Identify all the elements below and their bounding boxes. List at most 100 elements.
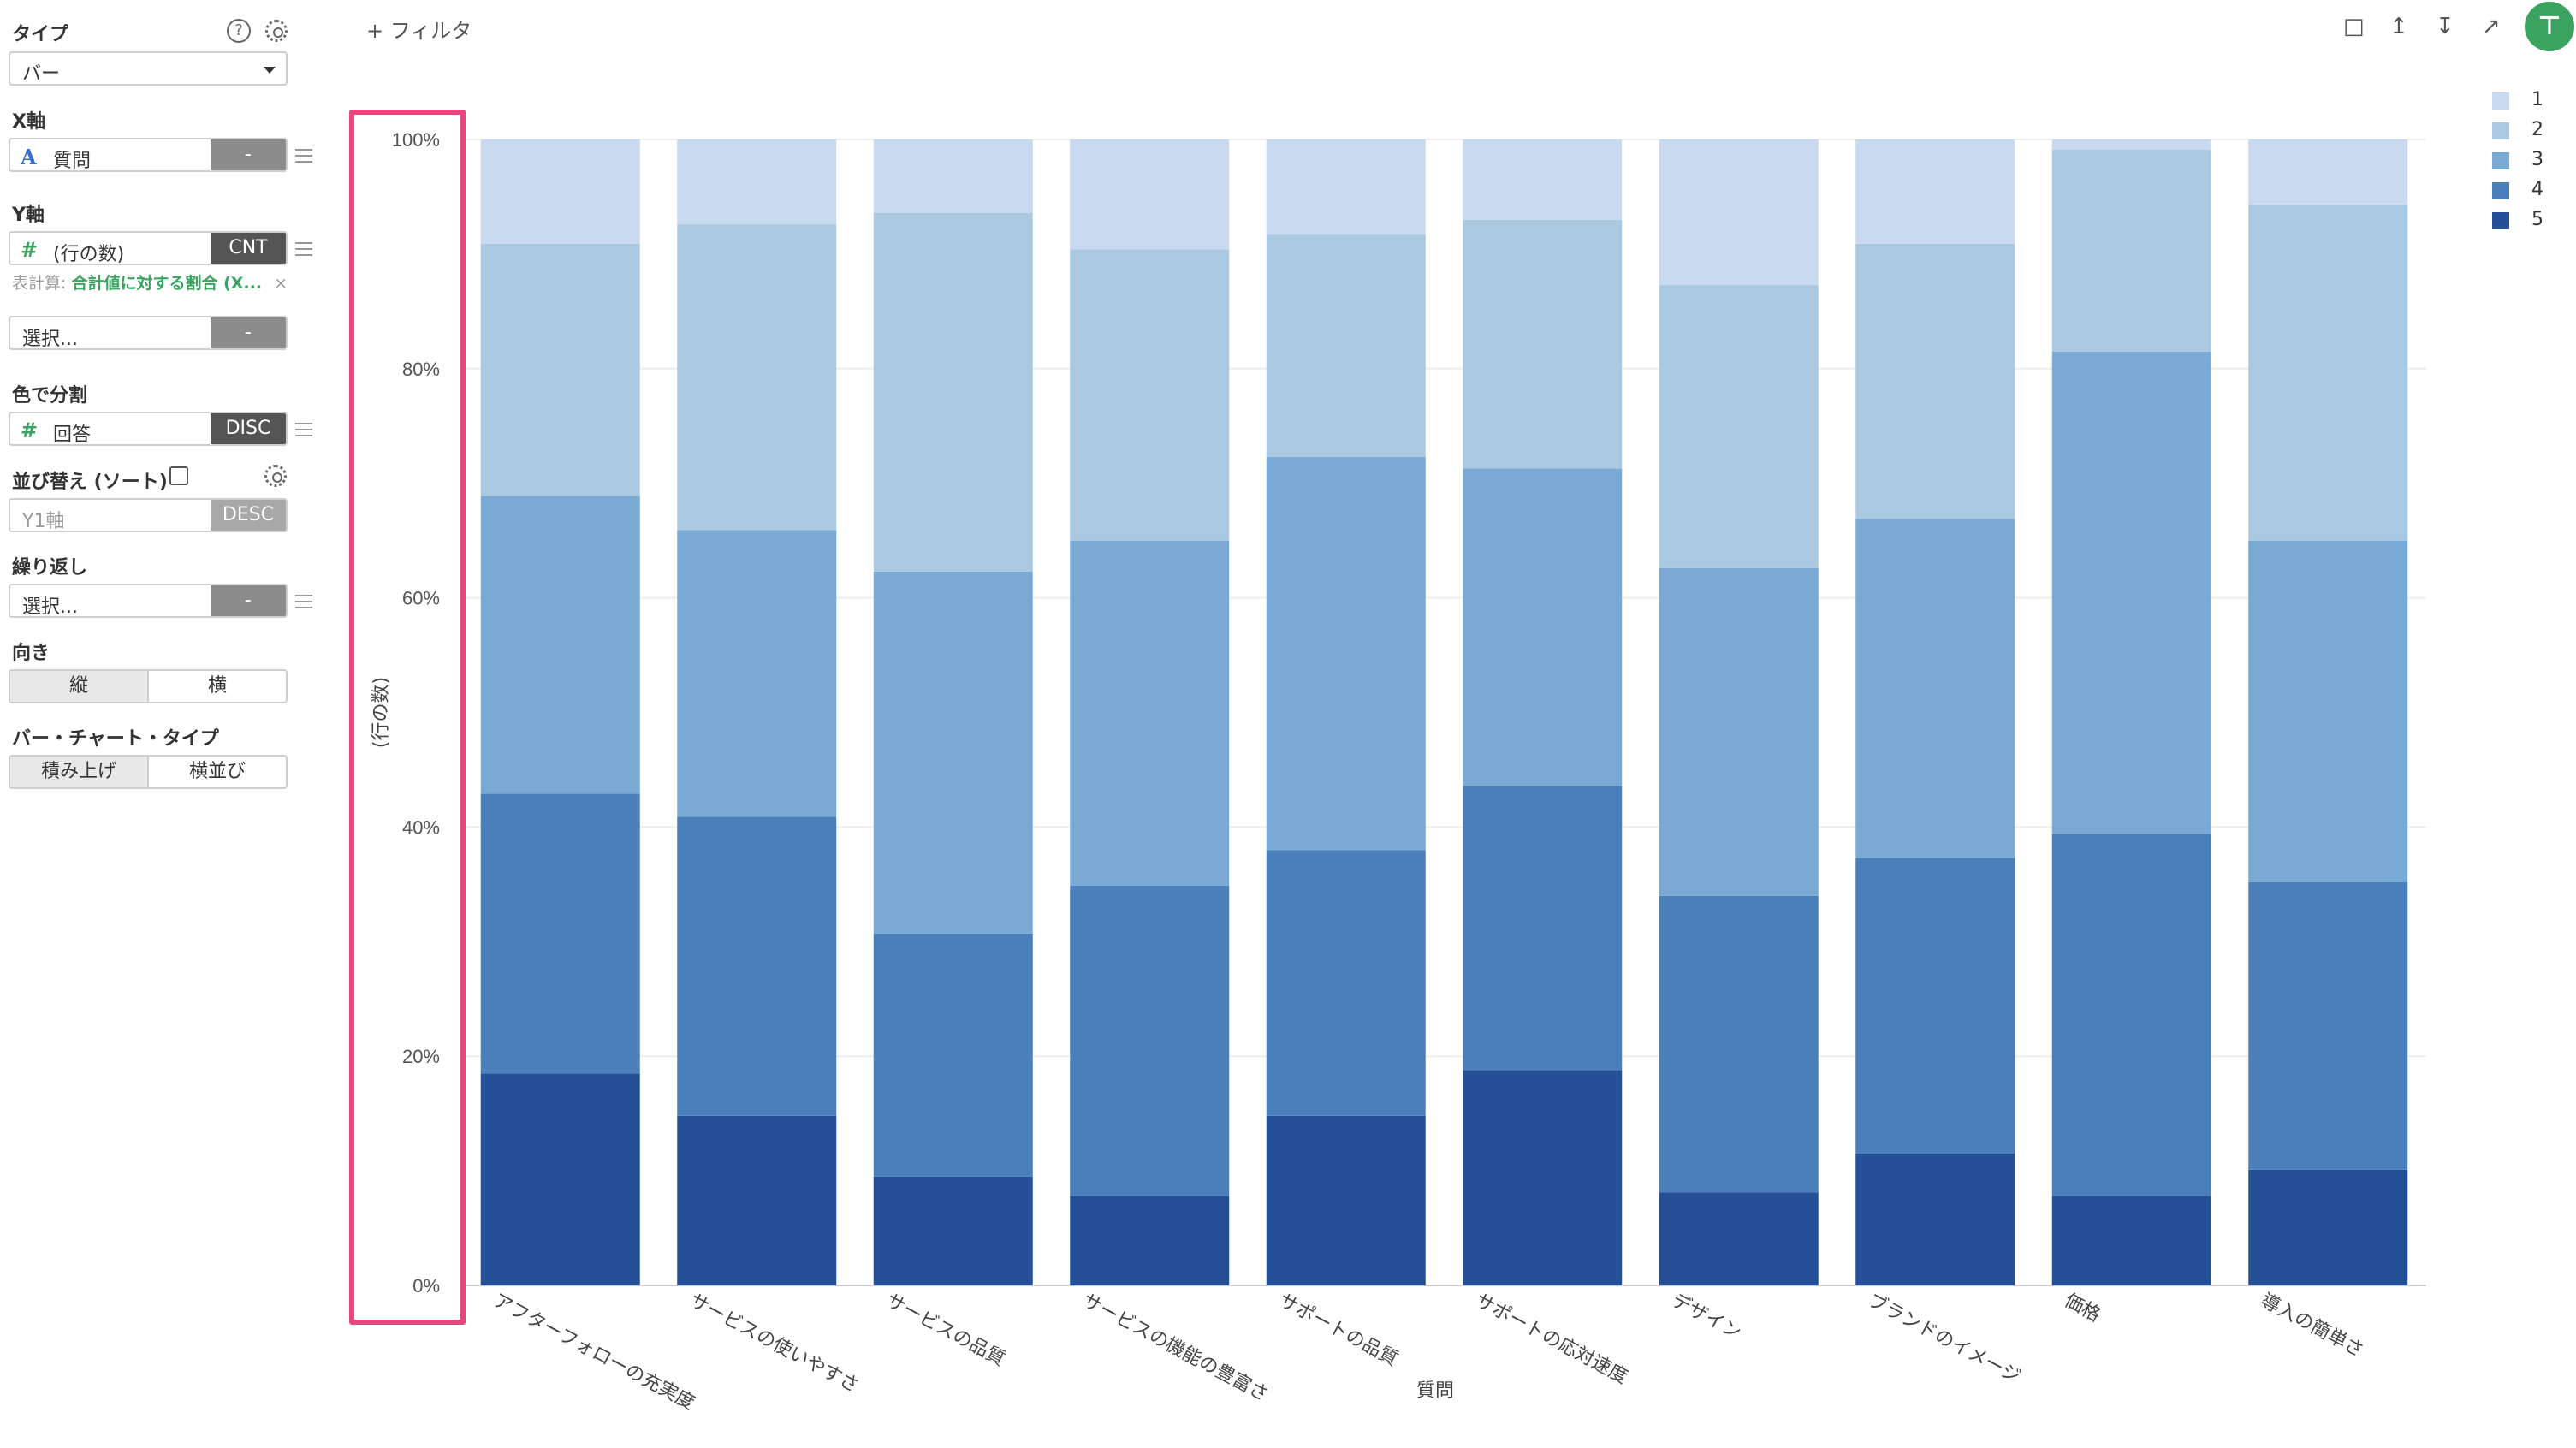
bar-segment bbox=[677, 1115, 837, 1285]
bar-segment bbox=[480, 243, 640, 496]
bar-segment bbox=[873, 571, 1033, 934]
x-tick-label: サービスの機能の豊富さ bbox=[1078, 1290, 1271, 1406]
color-disc-button[interactable]: DISC bbox=[211, 413, 286, 444]
repeat-section-title: 繰り返し bbox=[12, 557, 88, 579]
table-calc-link[interactable]: 合計値に対する割合 (X... bbox=[71, 274, 263, 293]
bar-segment bbox=[1659, 139, 1819, 286]
legend-label: 2 bbox=[2531, 119, 2543, 140]
bar-segment bbox=[677, 224, 837, 531]
bar-segment bbox=[873, 212, 1033, 572]
sort-desc-button[interactable]: DESC bbox=[211, 500, 286, 531]
orientation-section-title: 向き bbox=[12, 643, 50, 664]
x-tick-label: ブランドのイメージ bbox=[1864, 1290, 2023, 1388]
bar-segment bbox=[1070, 1196, 1230, 1285]
repeat-menu-icon[interactable] bbox=[295, 595, 312, 608]
x-axis-menu-icon[interactable] bbox=[295, 149, 312, 163]
bar-segment bbox=[2248, 205, 2408, 541]
comment-icon[interactable]: □ bbox=[2343, 14, 2365, 39]
y-tick-label: 0% bbox=[413, 1275, 440, 1297]
download-icon[interactable]: ↧ bbox=[2436, 14, 2454, 39]
chart-type-select[interactable]: バー bbox=[9, 51, 288, 86]
chart-type-value: バー bbox=[22, 63, 61, 85]
color-menu-icon[interactable] bbox=[295, 423, 312, 436]
bar-segment bbox=[1463, 139, 1623, 220]
bar-segment bbox=[1266, 1115, 1426, 1285]
bar-segment bbox=[1070, 885, 1230, 1196]
bar-type-toggle: 積み上げ 横並び bbox=[9, 755, 288, 789]
x-tick-label: デザイン bbox=[1668, 1290, 1744, 1344]
x-axis-field[interactable]: A 質問 - bbox=[9, 138, 288, 172]
x-tick-label: サポートの応対速度 bbox=[1471, 1290, 1631, 1388]
chevron-down-icon bbox=[264, 67, 276, 74]
x-tick-label: 価格 bbox=[2061, 1290, 2104, 1326]
number-type-icon: # bbox=[21, 238, 39, 262]
sort-checkbox[interactable] bbox=[169, 466, 188, 485]
legend-label: 3 bbox=[2531, 149, 2543, 170]
pin-icon[interactable]: ⊤ bbox=[2525, 2, 2574, 51]
orientation-horizontal-option[interactable]: 横 bbox=[207, 675, 227, 697]
bar-segment bbox=[1463, 468, 1623, 786]
bar-segment bbox=[1659, 567, 1819, 896]
orientation-toggle: 縦 横 bbox=[9, 669, 288, 703]
bar-segment bbox=[2248, 540, 2408, 882]
y-axis-field-label: (行の数) bbox=[53, 244, 125, 265]
y-tick-label: 80% bbox=[402, 359, 440, 380]
help-icon[interactable]: ? bbox=[227, 19, 251, 43]
bar-segment bbox=[1659, 285, 1819, 568]
bar-segment bbox=[1266, 850, 1426, 1116]
add-filter-button[interactable]: + フィルタ bbox=[366, 19, 472, 43]
y-axis-section-title: Y軸 bbox=[12, 205, 45, 226]
bar-segment bbox=[2248, 1169, 2408, 1285]
y-axis-field[interactable]: # (行の数) CNT bbox=[9, 231, 288, 265]
bar-segment bbox=[1855, 1154, 2015, 1285]
x-axis-label: 質問 bbox=[1416, 1380, 1454, 1402]
table-calc-close-icon[interactable]: × bbox=[274, 274, 288, 293]
y-tick-label: 40% bbox=[402, 816, 440, 838]
expand-icon[interactable]: ↗ bbox=[2482, 14, 2501, 39]
bar-segment bbox=[480, 139, 640, 244]
bar-segment bbox=[1659, 895, 1819, 1193]
bar-type-stacked-option[interactable]: 積み上げ bbox=[10, 757, 149, 787]
upload-icon[interactable]: ↥ bbox=[2389, 14, 2408, 39]
y-axis-menu-icon[interactable] bbox=[295, 242, 312, 256]
color-field[interactable]: # 回答 DISC bbox=[9, 412, 288, 446]
bar-segment bbox=[480, 793, 640, 1074]
bar-segment bbox=[1070, 139, 1230, 250]
table-calc-prefix: 表計算: bbox=[12, 274, 67, 293]
x-axis-agg-button[interactable]: - bbox=[211, 139, 286, 170]
repeat-agg-button[interactable]: - bbox=[211, 585, 286, 616]
y-axis-label: (行の数) bbox=[371, 677, 392, 748]
x-tick-label: サービスの使いやすさ bbox=[686, 1290, 862, 1397]
table-calc-note: 表計算: 合計値に対する割合 (X... × bbox=[12, 270, 288, 294]
x-tick-label: サポートの品質 bbox=[1275, 1290, 1402, 1370]
bar-type-section-title: バー・チャート・タイプ bbox=[12, 728, 219, 750]
y2-axis-placeholder: 選択... bbox=[22, 329, 78, 350]
y-tick-label: 20% bbox=[402, 1046, 440, 1067]
bar-segment bbox=[1855, 139, 2015, 244]
y-tick-label: 60% bbox=[402, 588, 440, 609]
bar-segment bbox=[1070, 540, 1230, 886]
sort-settings-gear-icon[interactable] bbox=[264, 465, 287, 487]
settings-gear-icon[interactable] bbox=[265, 20, 288, 42]
repeat-field[interactable]: 選択... - bbox=[9, 584, 288, 618]
bar-segment bbox=[2248, 881, 2408, 1170]
bar-segment bbox=[1266, 456, 1426, 851]
bar-type-side-by-side-option[interactable]: 横並び bbox=[188, 761, 246, 782]
bar-segment bbox=[873, 139, 1033, 213]
x-axis-field-label: 質問 bbox=[53, 151, 92, 172]
y2-axis-field[interactable]: 選択... - bbox=[9, 316, 288, 350]
y-axis-agg-button[interactable]: CNT bbox=[211, 233, 286, 264]
bar-segment bbox=[873, 1176, 1033, 1285]
x-tick-label: 導入の簡単さ bbox=[2257, 1290, 2366, 1362]
orientation-vertical-option[interactable]: 縦 bbox=[10, 671, 149, 702]
sort-field[interactable]: Y1軸 DESC bbox=[9, 498, 288, 532]
bar-segment bbox=[480, 496, 640, 794]
bar-segment bbox=[1266, 139, 1426, 235]
x-tick-label: サービスの品質 bbox=[882, 1290, 1009, 1370]
legend-label: 1 bbox=[2531, 89, 2543, 110]
legend-swatch bbox=[2492, 182, 2509, 199]
y2-axis-agg-button[interactable]: - bbox=[211, 317, 286, 348]
bar-segment bbox=[2051, 1196, 2211, 1285]
x-tick-label: アフターフォローの充実度 bbox=[490, 1290, 698, 1414]
